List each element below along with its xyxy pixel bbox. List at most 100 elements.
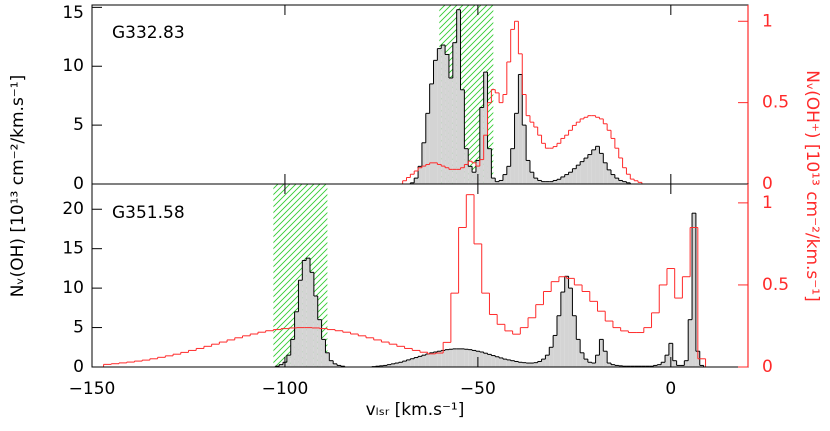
panel-label: G332.83 (112, 23, 185, 43)
bin-fill (665, 355, 669, 367)
y-tick-label: 0 (73, 357, 84, 377)
x-tick-label: −150 (69, 379, 116, 399)
bin-fill (607, 170, 611, 184)
bin-fill (692, 213, 696, 367)
y-tick-label: 5 (73, 115, 84, 135)
bin-fill (287, 355, 291, 367)
y2-tick-label: 1 (762, 193, 773, 213)
bin-fill (310, 272, 314, 367)
bin-fill (461, 90, 465, 184)
y-axis-label: Nᵥ(OH) [10¹³ cm⁻²/km.s⁻¹] (8, 75, 28, 297)
y-tick-label: 15 (62, 3, 84, 23)
bin-fill (592, 363, 596, 367)
bin-fill (553, 335, 557, 367)
bin-fill (499, 180, 503, 184)
bin-fill (441, 45, 445, 184)
bin-fill (615, 178, 619, 184)
x-tick-label: −100 (262, 379, 309, 399)
bin-fill (599, 153, 603, 184)
bin-fill (503, 359, 507, 367)
bin-fill (499, 358, 503, 367)
y-tick-label: 5 (73, 318, 84, 338)
bin-fill (437, 351, 441, 367)
bin-fill (580, 162, 584, 184)
bin-fill (580, 353, 584, 367)
bin-fill (561, 177, 565, 184)
bin-fill (449, 78, 453, 184)
bin-fill (410, 359, 414, 367)
bin-fill (406, 360, 410, 367)
bin-fill (522, 125, 526, 184)
bin-fill (576, 165, 580, 184)
bin-fill (515, 361, 519, 367)
bin-fill (545, 355, 549, 367)
bin-fill (611, 175, 615, 184)
y-tick-label: 20 (62, 199, 84, 219)
bin-fill (414, 358, 418, 367)
bin-fill (584, 359, 588, 367)
x-tick-label: 0 (665, 379, 676, 399)
bin-fill (414, 178, 418, 184)
bin-fill (314, 296, 318, 367)
bin-fill (619, 180, 623, 184)
bin-fill (430, 353, 434, 367)
bin-fill (426, 113, 430, 184)
y-tick-label: 0 (73, 174, 84, 194)
bin-fill (422, 143, 426, 184)
bin-fill (426, 354, 430, 367)
bin-fill (306, 258, 310, 367)
bin-fill (569, 288, 573, 367)
bin-fill (549, 347, 553, 367)
panel-frame (92, 184, 748, 367)
bin-fill (588, 155, 592, 184)
bin-fill (592, 150, 596, 184)
bin-fill (515, 113, 519, 184)
bin-fill (503, 175, 507, 184)
panel-label: G351.58 (112, 203, 185, 223)
bin-fill (534, 363, 538, 367)
bin-fill (596, 355, 600, 367)
panel-frame (92, 5, 748, 184)
bin-fill (538, 361, 542, 367)
bin-fill (596, 146, 600, 184)
bin-fill (603, 163, 607, 184)
bin-fill (302, 261, 306, 367)
bin-fill (518, 362, 522, 367)
bin-fill (295, 312, 299, 367)
bin-fill (291, 339, 295, 367)
bin-fill (434, 60, 438, 184)
bin-fill (395, 363, 399, 367)
bin-fill (684, 361, 688, 367)
bin-fill (526, 160, 530, 184)
bin-fill (318, 320, 322, 367)
bin-fill (584, 158, 588, 184)
bin-fill (480, 107, 484, 184)
bin-fill (464, 149, 468, 184)
x-axis-label: vₗₛᵣ [km.s⁻¹] (366, 400, 465, 420)
bin-fill (298, 280, 302, 367)
bin-fill (534, 178, 538, 184)
bin-fill (511, 361, 515, 367)
y2-tick-label: 0.5 (762, 93, 789, 113)
bin-fill (430, 84, 434, 184)
step-riser (104, 195, 714, 367)
bin-fill (561, 292, 565, 367)
plot-area (104, 184, 714, 367)
bin-fill (530, 363, 534, 367)
bin-fill (572, 316, 576, 367)
y2-tick-label: 1 (762, 11, 773, 31)
bin-fill (468, 350, 472, 367)
bin-fill (588, 362, 592, 367)
y-tick-label: 15 (62, 239, 84, 259)
bin-fill (472, 350, 476, 367)
x-tick-label: −50 (460, 379, 496, 399)
bin-fill (565, 276, 569, 367)
y2-tick-label: 0.5 (762, 275, 789, 295)
bin-fill (449, 349, 453, 367)
y-tick-label: 10 (62, 278, 84, 298)
bin-fill (445, 350, 449, 367)
y2-tick-label: 0 (762, 357, 773, 377)
bin-fill (572, 169, 576, 184)
